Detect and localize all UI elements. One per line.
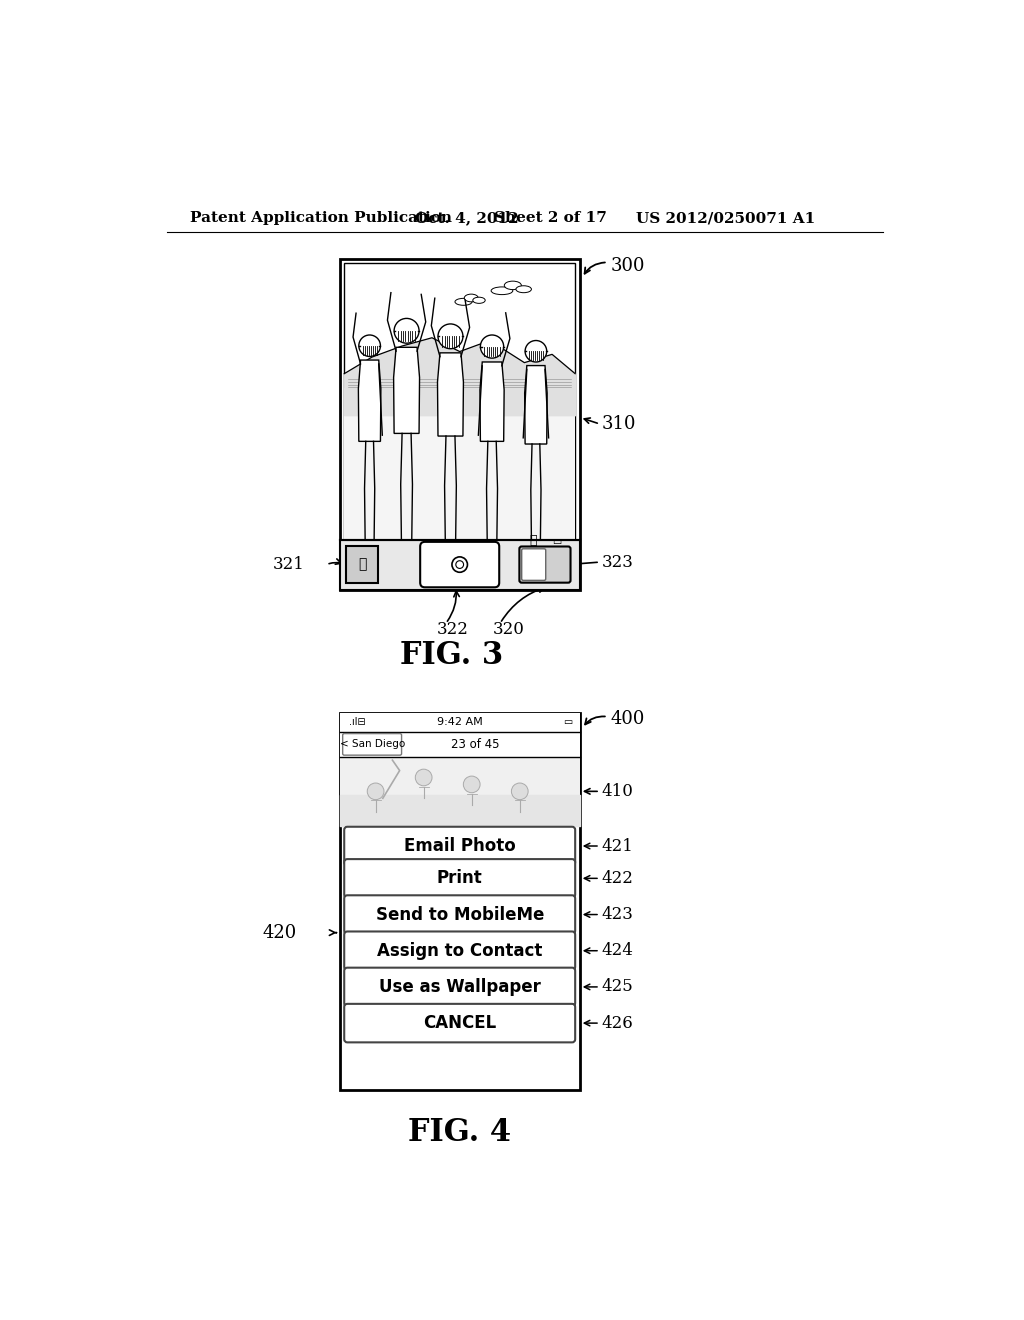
FancyBboxPatch shape bbox=[344, 932, 575, 970]
Text: 426: 426 bbox=[601, 1015, 633, 1032]
Text: 423: 423 bbox=[601, 906, 634, 923]
FancyBboxPatch shape bbox=[344, 968, 575, 1006]
Bar bbox=[340, 713, 580, 733]
Circle shape bbox=[394, 318, 419, 343]
Text: 310: 310 bbox=[601, 414, 636, 433]
Bar bbox=[340, 540, 580, 590]
Bar bbox=[344, 263, 575, 540]
Polygon shape bbox=[524, 366, 547, 444]
Bar bbox=[340, 713, 580, 1090]
Text: 320: 320 bbox=[493, 622, 524, 638]
FancyBboxPatch shape bbox=[344, 826, 575, 866]
Text: Oct. 4, 2012: Oct. 4, 2012 bbox=[415, 211, 518, 226]
Text: 321: 321 bbox=[272, 556, 305, 573]
Text: 23 of 45: 23 of 45 bbox=[451, 738, 500, 751]
Text: Patent Application Publication: Patent Application Publication bbox=[190, 211, 452, 226]
Text: Send to MobileMe: Send to MobileMe bbox=[376, 906, 544, 924]
Circle shape bbox=[368, 783, 384, 800]
Text: 424: 424 bbox=[601, 942, 634, 960]
Text: FIG. 3: FIG. 3 bbox=[400, 640, 504, 671]
FancyBboxPatch shape bbox=[521, 549, 546, 581]
Text: 421: 421 bbox=[601, 837, 634, 854]
Text: FIG. 4: FIG. 4 bbox=[409, 1117, 511, 1148]
Polygon shape bbox=[480, 362, 504, 441]
Bar bbox=[344, 388, 575, 540]
Circle shape bbox=[480, 335, 504, 358]
Circle shape bbox=[416, 770, 432, 785]
Text: 9:42 AM: 9:42 AM bbox=[437, 718, 482, 727]
FancyBboxPatch shape bbox=[344, 1003, 575, 1043]
Text: 300: 300 bbox=[611, 257, 645, 275]
Bar bbox=[344, 263, 575, 540]
FancyBboxPatch shape bbox=[344, 859, 575, 898]
Ellipse shape bbox=[455, 298, 472, 305]
Bar bbox=[340, 733, 580, 756]
Text: Use as Wallpaper: Use as Wallpaper bbox=[379, 978, 541, 995]
Text: 👤: 👤 bbox=[357, 557, 367, 572]
Ellipse shape bbox=[516, 285, 531, 293]
Text: 322: 322 bbox=[436, 622, 468, 638]
Circle shape bbox=[463, 776, 480, 793]
Polygon shape bbox=[437, 352, 464, 436]
Circle shape bbox=[525, 341, 547, 362]
Text: CANCEL: CANCEL bbox=[423, 1014, 497, 1032]
Ellipse shape bbox=[473, 297, 485, 304]
FancyBboxPatch shape bbox=[343, 734, 401, 755]
Ellipse shape bbox=[492, 286, 513, 294]
Ellipse shape bbox=[464, 294, 478, 302]
Text: 425: 425 bbox=[601, 978, 633, 995]
Text: 410: 410 bbox=[601, 783, 634, 800]
FancyBboxPatch shape bbox=[420, 543, 500, 587]
Text: 422: 422 bbox=[601, 870, 634, 887]
Circle shape bbox=[438, 323, 463, 348]
Bar bbox=[340, 259, 580, 590]
Text: 400: 400 bbox=[611, 710, 645, 727]
Ellipse shape bbox=[504, 281, 521, 289]
Bar bbox=[346, 545, 378, 583]
Text: 420: 420 bbox=[263, 924, 297, 941]
Bar bbox=[340, 756, 580, 826]
FancyBboxPatch shape bbox=[344, 895, 575, 933]
Circle shape bbox=[358, 335, 381, 356]
Text: .ıl⊟: .ıl⊟ bbox=[349, 718, 366, 727]
Text: ▭: ▭ bbox=[563, 718, 572, 727]
Text: Print: Print bbox=[437, 870, 482, 887]
Text: Sheet 2 of 17: Sheet 2 of 17 bbox=[494, 211, 606, 226]
Text: US 2012/0250071 A1: US 2012/0250071 A1 bbox=[636, 211, 815, 226]
Polygon shape bbox=[358, 360, 381, 441]
Circle shape bbox=[511, 783, 528, 800]
Text: < San Diego: < San Diego bbox=[340, 739, 404, 750]
Polygon shape bbox=[393, 347, 420, 433]
Text: ⌖: ⌖ bbox=[529, 535, 537, 548]
Text: Assign to Contact: Assign to Contact bbox=[377, 941, 543, 960]
FancyBboxPatch shape bbox=[519, 546, 570, 582]
Text: 323: 323 bbox=[601, 553, 634, 570]
Text: Email Photo: Email Photo bbox=[403, 837, 515, 855]
Text: ▭: ▭ bbox=[552, 537, 561, 548]
